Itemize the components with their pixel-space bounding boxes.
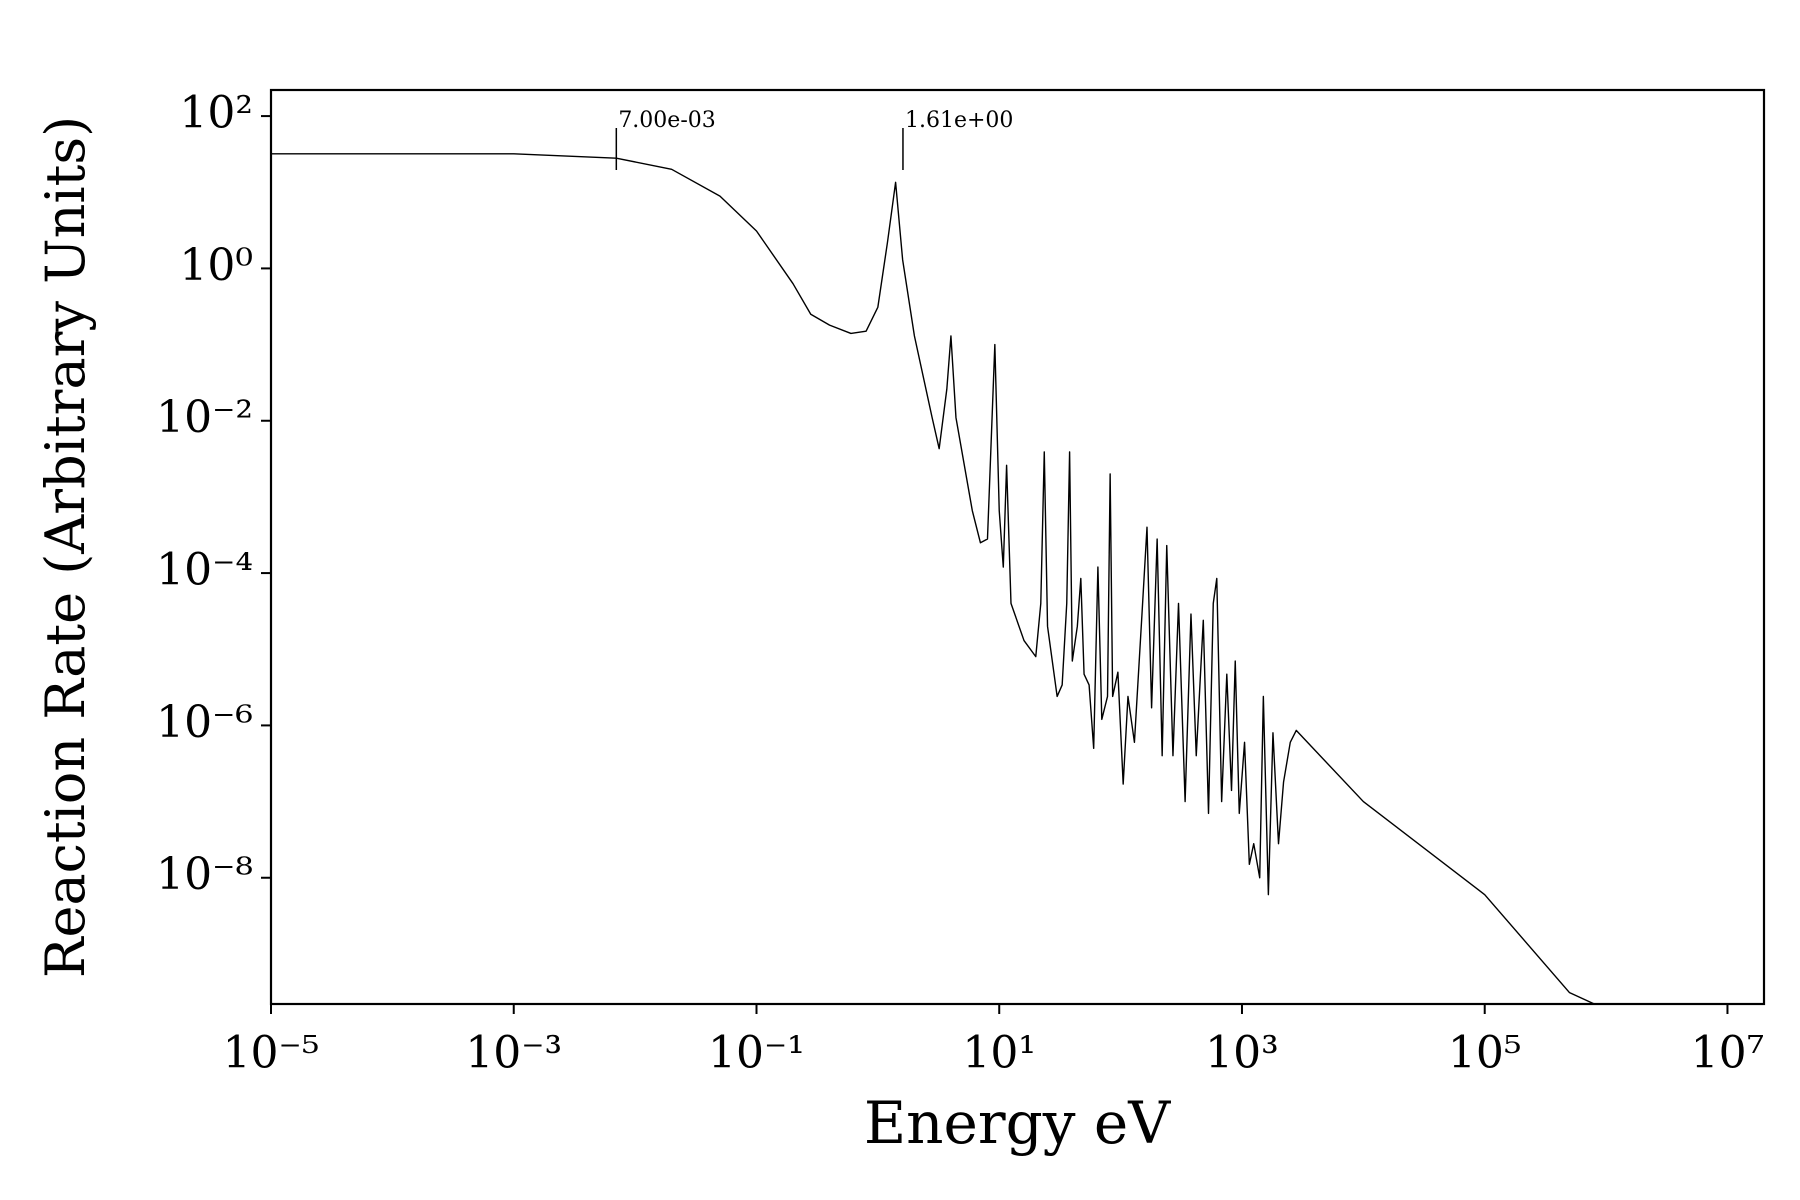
y-axis-label: Reaction Rate (Arbitrary Units) xyxy=(34,116,97,978)
y-tick-label: 10⁻⁶ xyxy=(156,697,253,748)
x-axis-label: Energy eV xyxy=(864,1089,1171,1157)
x-tick-label: 10³ xyxy=(1205,1028,1279,1079)
y-tick-label: 10⁰ xyxy=(179,240,253,291)
plot-frame xyxy=(269,88,1766,1006)
x-tick-label: 10⁷ xyxy=(1691,1028,1765,1079)
x-tick-label: 10⁻⁵ xyxy=(223,1028,320,1079)
y-tick-label: 10⁻⁸ xyxy=(156,849,253,900)
annotation-label: 7.00e-03 xyxy=(618,108,715,133)
y-tick-label: 10⁻² xyxy=(156,392,253,443)
x-tick-label: 10⁻³ xyxy=(465,1028,562,1079)
y-tick-label: 10² xyxy=(179,88,253,139)
data-line xyxy=(271,153,1595,1004)
x-tick-label: 10⁵ xyxy=(1448,1028,1522,1079)
x-tick-label: 10¹ xyxy=(962,1028,1036,1079)
x-tick-label: 10⁻¹ xyxy=(708,1028,805,1079)
y-tick-label: 10⁻⁴ xyxy=(156,545,253,596)
annotation-label: 1.61e+00 xyxy=(905,108,1013,133)
